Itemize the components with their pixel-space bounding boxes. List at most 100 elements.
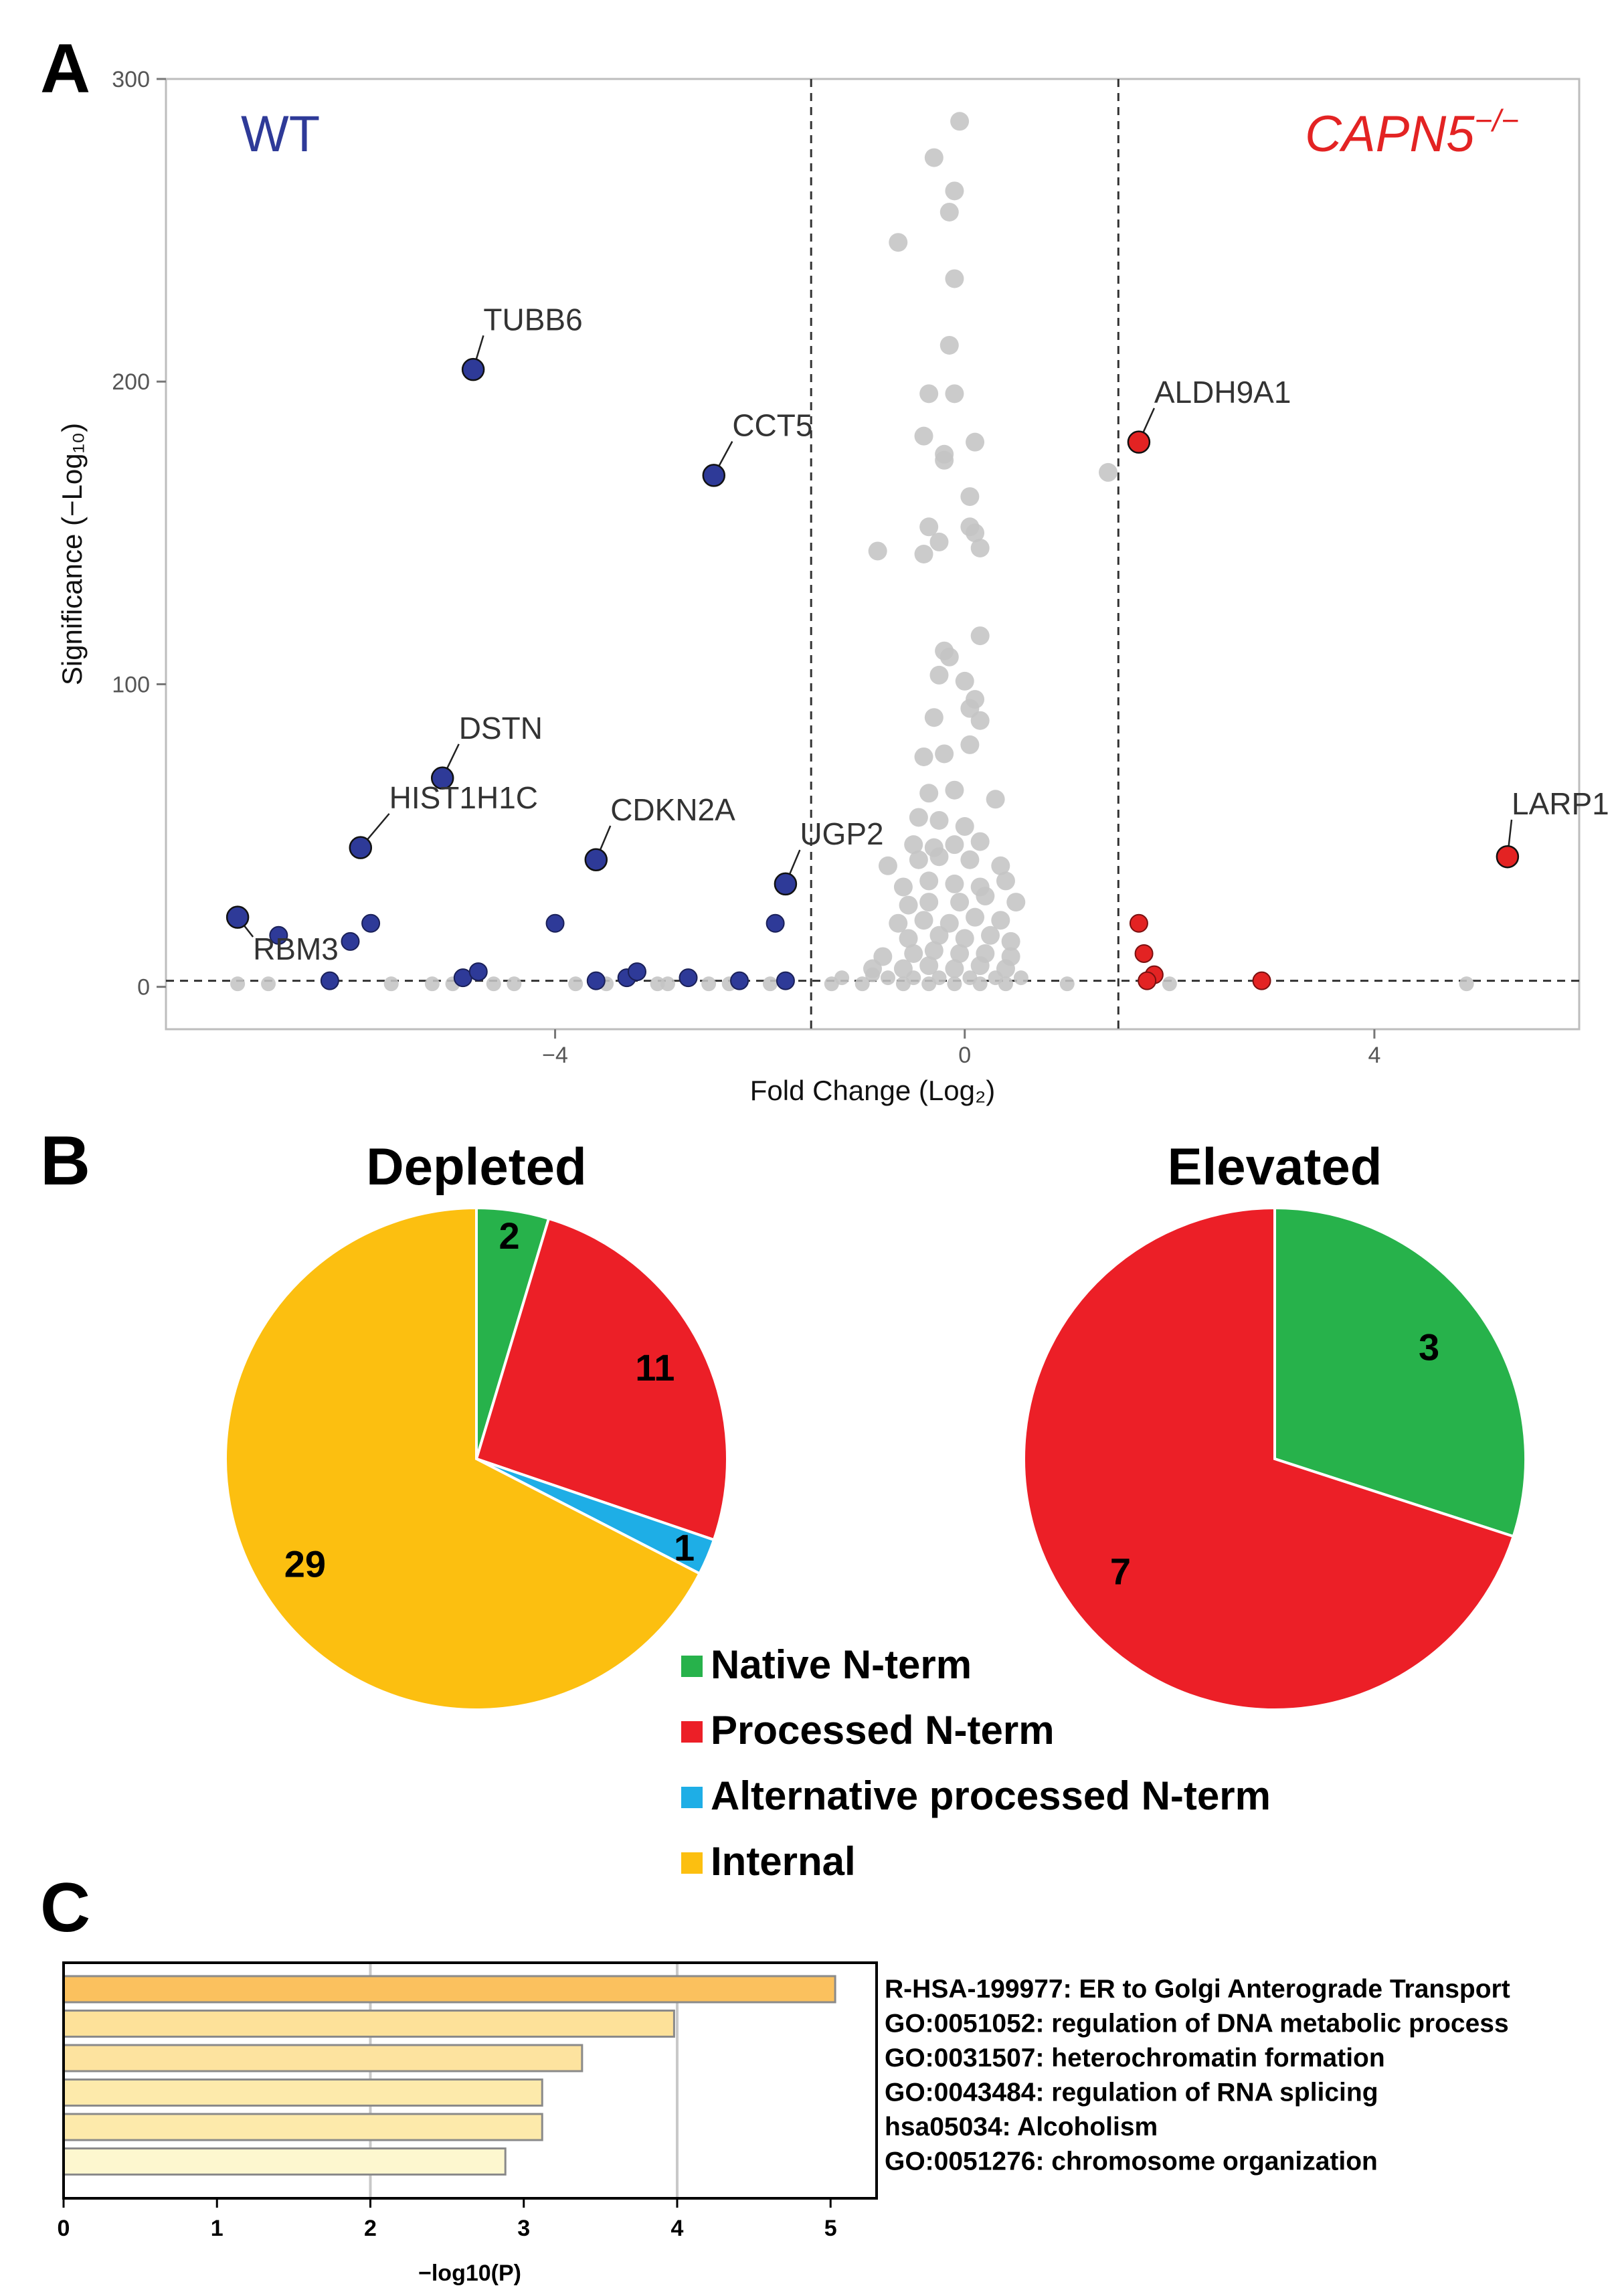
volcano-gray-point <box>970 538 990 557</box>
volcano-gray-point <box>998 976 1013 992</box>
volcano-labeled-point <box>1496 845 1520 869</box>
volcano-wt-point <box>320 971 339 990</box>
pie-slice-processed <box>1022 1206 1516 1711</box>
volcano-gray-point <box>914 747 933 766</box>
volcano-gray-point <box>914 426 933 446</box>
volcano-gene-label: LARP1 <box>1512 786 1609 821</box>
pie-slice-value: 3 <box>1419 1326 1439 1368</box>
volcano-x-tick-label: 4 <box>1368 1043 1380 1068</box>
volcano-gray-point <box>966 523 985 543</box>
volcano-gray-point <box>924 708 944 727</box>
pie-slice-processed <box>474 1217 729 1542</box>
volcano-gray-point <box>893 877 913 897</box>
volcano-gray-point <box>383 976 399 992</box>
volcano-y-tick-label: 300 <box>112 67 150 92</box>
panel-letter-a: A <box>40 30 90 108</box>
volcano-gray-point <box>904 944 923 963</box>
volcano-gray-point <box>939 202 959 222</box>
volcano-gray-point <box>914 545 933 563</box>
volcano-gray-point <box>919 384 939 404</box>
volcano-wt-point <box>269 925 288 945</box>
volcano-gray-point <box>945 835 964 855</box>
volcano-gray-point <box>972 976 988 992</box>
volcano-gray-point <box>991 856 1010 875</box>
volcano-gray-point <box>914 911 933 930</box>
volcano-gray-point <box>261 976 276 992</box>
volcano-gray-point <box>960 850 980 869</box>
volcano-labeled-point <box>702 464 726 487</box>
volcano-gray-point <box>834 970 850 986</box>
volcano-gray-point <box>855 976 870 992</box>
volcano-gray-point <box>568 976 583 992</box>
capn5-ko-gene-name: CAPN5 <box>1305 106 1475 163</box>
volcano-gray-point <box>960 487 980 507</box>
volcano-gray-point <box>924 941 944 960</box>
volcano-gene-label: CDKN2A <box>610 792 735 827</box>
category-legend: Native N-term Processed N-term Alternati… <box>681 1642 1271 1884</box>
volcano-labeled-genes: TUBB6 CCT5 DSTN HIST1H1C CDKN2A UGP2 RBM3 ALDH9… <box>226 302 1609 966</box>
volcano-gray-point <box>955 929 974 948</box>
volcano-gray-point <box>945 780 964 800</box>
volcano-gray-point <box>1099 462 1117 482</box>
volcano-gray-point <box>960 735 980 754</box>
volcano-gray-point <box>950 893 970 912</box>
volcano-wt-point <box>776 971 795 990</box>
bar-chart-term-labels: R-HSA-199977: ER to Golgi Anterograde Tr… <box>885 1975 1510 2176</box>
volcano-gray-point <box>1059 976 1075 992</box>
volcano-y-tick-label: 200 <box>112 369 150 395</box>
legend-label-processed: Processed N-term <box>711 1708 1055 1753</box>
volcano-wt-point <box>545 913 565 933</box>
volcano-gray-point <box>935 450 954 470</box>
volcano-gray-point <box>919 956 939 976</box>
volcano-gray-point <box>1013 970 1028 986</box>
pie-slice-value: 11 <box>635 1346 675 1389</box>
bar-chart-x-tick-label: 4 <box>671 2216 684 2241</box>
volcano-gene-label: CCT5 <box>732 408 812 443</box>
volcano-gray-point <box>1001 932 1020 951</box>
volcano-gray-point <box>945 874 964 893</box>
volcano-gray-point <box>970 956 990 976</box>
volcano-wt-point <box>766 913 785 933</box>
enrichment-bar <box>62 2010 675 2038</box>
pie-slice-value: 29 <box>284 1542 326 1585</box>
enrichment-bar <box>62 2044 583 2072</box>
volcano-gray-point <box>947 976 962 992</box>
volcano-gray-point <box>889 913 908 933</box>
panel-letter-b: B <box>40 1122 90 1200</box>
enrichment-bar <box>62 2113 543 2141</box>
enrichment-term-label: GO:0043484: regulation of RNA splicing <box>885 2079 1378 2107</box>
volcano-gray-point <box>762 976 778 992</box>
volcano-gray-point <box>981 925 1000 945</box>
enrichment-bar <box>62 1975 836 2004</box>
volcano-wt-point <box>628 962 646 982</box>
bar-chart-bars <box>62 1975 836 2176</box>
volcano-gray-point <box>919 893 939 912</box>
volcano-ko-points <box>1129 913 1271 990</box>
volcano-labeled-point <box>584 848 608 872</box>
volcano-gray-point <box>960 699 980 718</box>
bar-chart-x-tick-label: 0 <box>58 2216 70 2241</box>
volcano-labeled-point <box>461 357 485 381</box>
wt-group-label: WT <box>241 106 320 163</box>
volcano-gray-point <box>939 335 959 355</box>
capn5-ko-genotype-superscript: −/− <box>1474 103 1519 138</box>
volcano-gray-point <box>929 925 949 945</box>
volcano-gray-point <box>507 976 522 992</box>
volcano-y-tick-label: 100 <box>112 672 150 697</box>
volcano-gray-point <box>1459 976 1474 992</box>
volcano-y-axis: 0 100 200 300 <box>112 67 166 1000</box>
volcano-gray-point <box>929 532 949 551</box>
volcano-gray-point <box>878 856 897 875</box>
bar-chart-x-axis: 0 1 2 3 4 5 <box>58 2198 837 2241</box>
volcano-gray-point <box>986 790 1005 809</box>
volcano-gray-point <box>945 269 964 288</box>
volcano-gray-point <box>939 647 959 667</box>
enrichment-term-label: GO:0051052: regulation of DNA metabolic … <box>885 2010 1509 2038</box>
volcano-gray-point <box>486 976 501 992</box>
volcano-labeled-point <box>1127 430 1151 454</box>
volcano-gray-point <box>929 810 949 830</box>
volcano-gray-point <box>945 959 964 978</box>
volcano-gray-point <box>909 808 928 827</box>
volcano-gene-label: HIST1H1C <box>389 780 538 815</box>
